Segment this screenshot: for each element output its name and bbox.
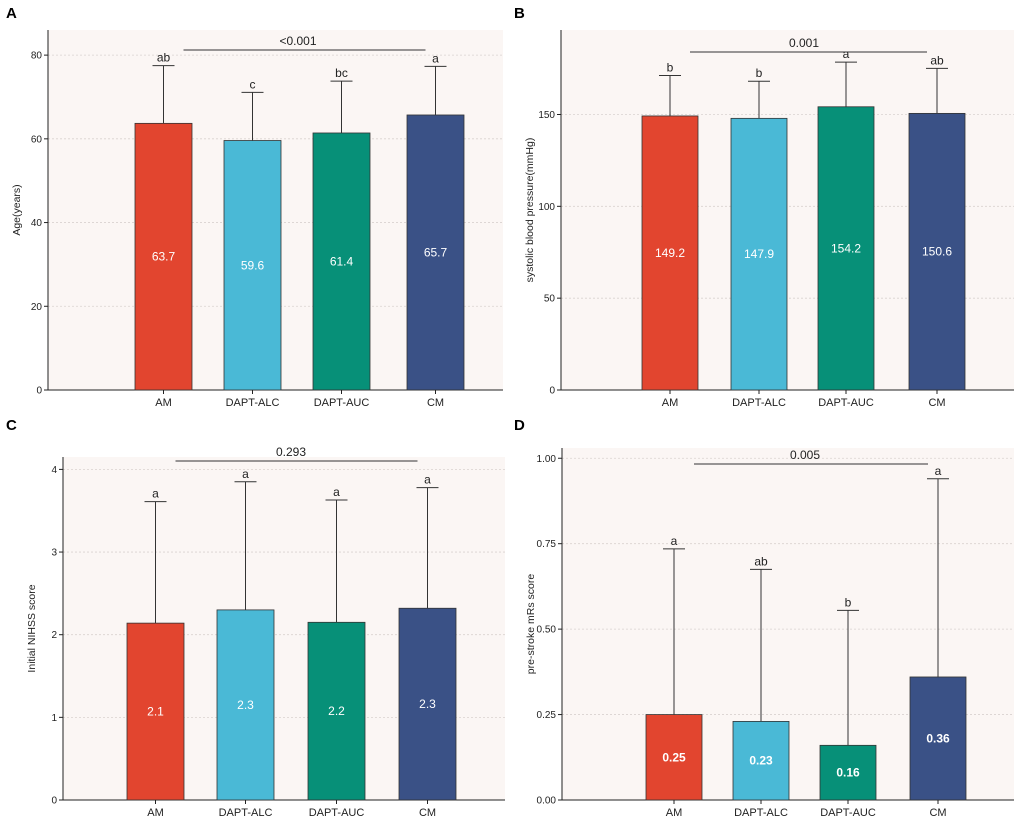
panel-b: B 0 50 100 150 systolic blood pressure(mmHg) b…	[514, 5, 1014, 409]
bar-value-label: 149.2	[655, 246, 685, 260]
significance-letter: b	[845, 595, 852, 609]
y-tick-label: 1	[51, 713, 57, 724]
x-category-label: CM	[929, 807, 946, 819]
x-category-label: AM	[155, 397, 172, 409]
y-axis-label: pre-stroke mRs score	[525, 574, 537, 675]
y-axis-label: systolic blood pressure(mmHg)	[524, 138, 536, 283]
significance-letter: b	[756, 66, 763, 80]
bar-am	[641, 115, 699, 391]
x-category-label: AM	[147, 807, 164, 819]
bar-value-label: 2.3	[237, 698, 254, 712]
bar-value-label: 65.7	[424, 245, 448, 259]
x-category-label: DAPT-AUC	[820, 807, 876, 819]
y-axis-label: Initial NIHSS score	[26, 584, 38, 672]
bar-dapt-alc	[730, 117, 788, 391]
bar-value-label: 0.23	[749, 754, 773, 768]
bar-value-label: 0.36	[926, 731, 950, 745]
y-tick-label: 0.25	[537, 710, 557, 721]
x-category-label: DAPT-ALC	[226, 397, 280, 409]
panel-letter: A	[6, 5, 17, 22]
x-category-label: DAPT-AUC	[818, 397, 874, 409]
y-tick-label: 2	[51, 630, 57, 641]
x-category-label: CM	[419, 807, 436, 819]
p-value-label: 0.293	[276, 445, 306, 459]
significance-letter: ab	[754, 554, 768, 568]
significance-letter: a	[152, 487, 159, 501]
bar-dapt-alc	[216, 609, 275, 801]
y-tick-label: 50	[544, 294, 556, 305]
x-category-label: CM	[928, 397, 945, 409]
bar-am	[126, 622, 185, 801]
bar-am	[645, 714, 703, 801]
bar-value-label: 150.6	[922, 245, 952, 259]
y-tick-label: 0	[36, 386, 42, 397]
y-tick-label: 1.00	[537, 454, 557, 465]
y-tick-label: 60	[31, 134, 43, 145]
y-tick-label: 20	[31, 302, 43, 313]
y-tick-label: 100	[538, 202, 555, 213]
bar-value-label: 59.6	[241, 258, 265, 272]
y-tick-label: 4	[51, 465, 57, 476]
bar-dapt-auc	[819, 744, 877, 801]
x-category-label: AM	[662, 397, 679, 409]
x-category-label: DAPT-AUC	[309, 807, 365, 819]
y-tick-label: 0	[51, 796, 57, 807]
panel-c: C 0 1 2 3 4 Initial NIHSS score a 2.1 AM a 2.3 DAPT-…	[6, 417, 505, 819]
significance-letter: c	[250, 77, 256, 91]
significance-letter: a	[333, 485, 340, 499]
significance-letter: a	[671, 534, 678, 548]
significance-letter: bc	[335, 66, 348, 80]
bar-value-label: 61.4	[330, 254, 354, 268]
bar-value-label: 0.16	[836, 766, 860, 780]
bar-cm	[406, 114, 465, 391]
bar-dapt-auc	[307, 621, 366, 801]
x-category-label: DAPT-AUC	[314, 397, 370, 409]
bar-value-label: 63.7	[152, 250, 176, 264]
bar-cm	[909, 676, 967, 801]
y-tick-label: 40	[31, 218, 43, 229]
p-value-label: 0.001	[789, 36, 819, 50]
panel-a: A 0 20 40 60 80 Age(years) ab 63.7 AM c 59.6 DAPT-AL…	[6, 5, 503, 409]
p-value-label: <0.001	[279, 34, 316, 48]
bar-value-label: 0.25	[662, 750, 686, 764]
x-category-label: DAPT-ALC	[734, 807, 788, 819]
significance-letter: a	[424, 473, 431, 487]
panel-d: D 0.00 0.25 0.50 0.75 1.00 pre-stroke mRs scor…	[514, 417, 1014, 819]
y-tick-label: 3	[51, 548, 57, 559]
x-category-label: DAPT-ALC	[732, 397, 786, 409]
bar-dapt-alc	[223, 140, 282, 391]
y-tick-label: 0.00	[537, 796, 557, 807]
significance-letter: a	[843, 47, 850, 61]
panel-letter: B	[514, 5, 525, 22]
x-category-label: AM	[666, 807, 683, 819]
significance-letter: ab	[157, 51, 171, 65]
significance-letter: ab	[930, 53, 944, 67]
significance-letter: a	[242, 467, 249, 481]
y-axis-label: Age(years)	[11, 184, 23, 235]
p-value-label: 0.005	[790, 448, 820, 462]
y-tick-label: 0.50	[537, 625, 557, 636]
bar-value-label: 154.2	[831, 241, 861, 255]
significance-letter: a	[935, 464, 942, 478]
bar-cm	[908, 112, 966, 391]
bar-value-label: 147.9	[744, 247, 774, 261]
significance-letter: b	[667, 61, 674, 75]
x-category-label: CM	[427, 397, 444, 409]
bar-value-label: 2.2	[328, 704, 345, 718]
y-tick-label: 80	[31, 51, 43, 62]
y-tick-label: 0	[549, 386, 555, 397]
panel-letter: D	[514, 417, 525, 434]
x-category-label: DAPT-ALC	[219, 807, 273, 819]
bar-dapt-alc	[732, 720, 790, 801]
bar-dapt-auc	[817, 106, 875, 391]
panel-letter: C	[6, 417, 17, 434]
bar-value-label: 2.1	[147, 705, 164, 719]
y-tick-label: 0.75	[537, 539, 557, 550]
y-tick-label: 150	[538, 110, 555, 121]
significance-letter: a	[432, 51, 439, 65]
bar-value-label: 2.3	[419, 697, 436, 711]
bar-cm	[398, 607, 457, 801]
